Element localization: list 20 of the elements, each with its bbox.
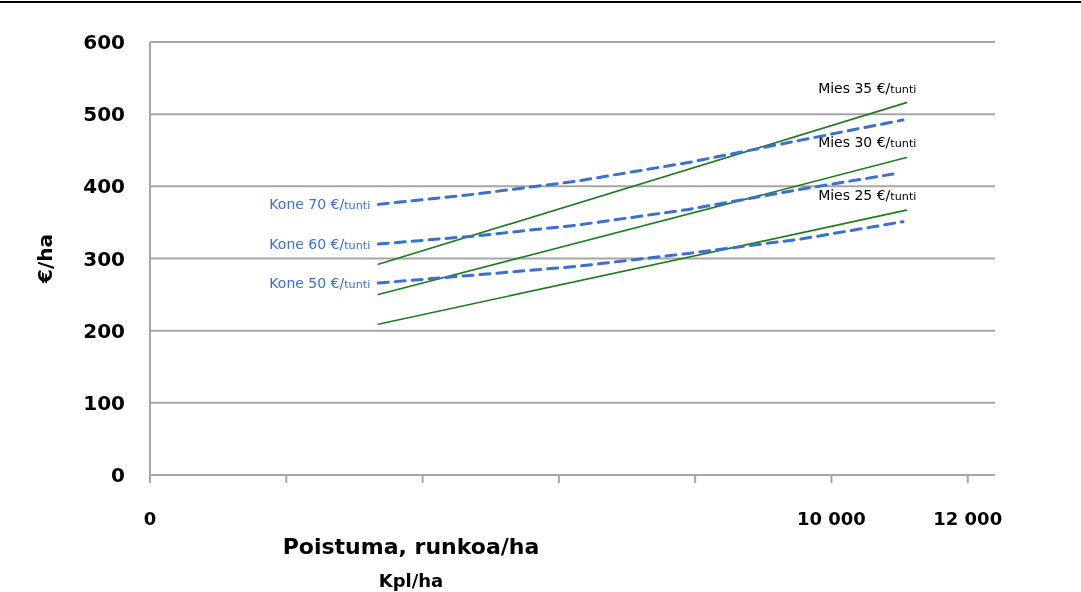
x-tick-label: 10 000 <box>797 508 866 529</box>
y-tick-label: 500 <box>83 102 125 127</box>
y-tick-label: 400 <box>83 174 125 199</box>
y-axis-title: €/ha <box>33 234 57 284</box>
x-tick-label: 12 000 <box>933 508 1003 529</box>
y-tick-label: 0 <box>111 463 125 487</box>
y-tick-label: 600 <box>83 30 125 54</box>
series-label: Kone 50 €/tunti <box>269 275 371 292</box>
x-tick-label: 0 <box>143 508 157 529</box>
series-label: Kone 70 €/tunti <box>269 196 371 213</box>
y-tick-label: 200 <box>83 318 125 343</box>
series-label: Mies 30 €/tunti <box>818 134 917 151</box>
y-tick-label: 100 <box>83 390 125 415</box>
series-label: Mies 25 €/tunti <box>818 187 917 204</box>
y-tick-label: 300 <box>83 246 125 271</box>
text: Kpl/ha <box>378 570 444 591</box>
series-label: Kone 60 €/tunti <box>269 236 371 253</box>
series-label: Mies 35 €/tunti <box>818 79 917 96</box>
line-series <box>376 220 905 285</box>
x-axis-title: Poistuma, runkoa/ha <box>282 534 540 559</box>
